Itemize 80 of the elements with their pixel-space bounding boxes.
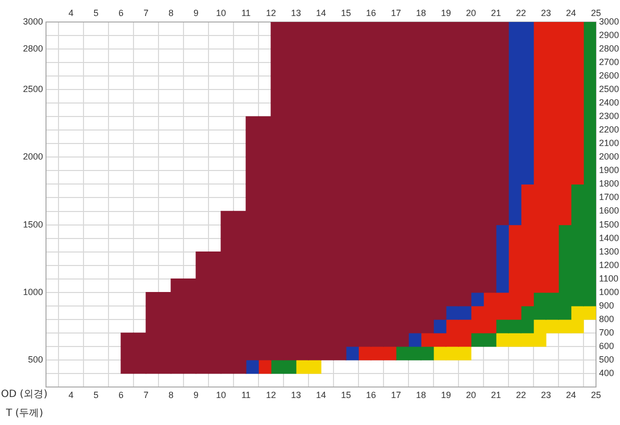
y2-tick-label: 1700 bbox=[599, 192, 620, 202]
x2-tick-label: 4 bbox=[68, 8, 74, 18]
y2-tick-label: 900 bbox=[599, 300, 614, 310]
y-tick-label: 1500 bbox=[22, 219, 43, 230]
x-tick-label: 18 bbox=[416, 390, 426, 400]
x-tick-label: 22 bbox=[516, 390, 526, 400]
y-tick-label: 2000 bbox=[22, 152, 43, 162]
y2-tick-label: 1100 bbox=[599, 273, 618, 284]
y2-tick-label: 2100 bbox=[599, 138, 620, 148]
x-tick-label: 20 bbox=[466, 390, 476, 400]
y2-tick-label: 2700 bbox=[599, 57, 620, 68]
y2-tick-label: 2000 bbox=[599, 152, 620, 162]
x2-tick-label: 13 bbox=[290, 8, 302, 18]
x-tick-label: 11 bbox=[241, 390, 251, 400]
y2-tick-label: 600 bbox=[599, 340, 614, 351]
x-tick-label: 7 bbox=[143, 390, 149, 400]
y2-tick-label: 1200 bbox=[599, 260, 620, 270]
x2-tick-label: 22 bbox=[516, 8, 526, 18]
y-tick-label: 500 bbox=[28, 354, 43, 364]
y2-tick-label: 500 bbox=[599, 354, 614, 364]
y2-tick-label: 1900 bbox=[599, 165, 620, 176]
x-tick-label: 14 bbox=[316, 390, 326, 400]
y2-tick-label: 3000 bbox=[599, 16, 620, 26]
x-tick-label: 15 bbox=[340, 390, 352, 400]
y-tick-label: 2800 bbox=[22, 44, 43, 54]
x2-tick-label: 7 bbox=[143, 8, 149, 18]
x2-tick-label: 18 bbox=[416, 8, 426, 18]
x-tick-label: 5 bbox=[93, 390, 99, 400]
y-tick-label: 1000 bbox=[22, 286, 43, 297]
x2-tick-label: 24 bbox=[566, 8, 576, 18]
y2-tick-label: 800 bbox=[599, 314, 614, 324]
y2-tick-label: 2400 bbox=[599, 98, 620, 108]
x2-tick-label: 20 bbox=[466, 8, 476, 18]
x2-tick-label: 12 bbox=[266, 8, 276, 18]
x-tick-label: 8 bbox=[168, 390, 174, 400]
y2-tick-label: 2900 bbox=[599, 30, 620, 40]
x2-tick-label: 8 bbox=[168, 8, 174, 18]
y2-tick-label: 1000 bbox=[599, 286, 620, 297]
x2-tick-label: 14 bbox=[316, 8, 326, 18]
x2-tick-label: 25 bbox=[590, 8, 602, 18]
y2-tick-label: 1400 bbox=[599, 232, 620, 243]
x2-tick-label: 16 bbox=[366, 8, 376, 18]
y2-tick-label: 2300 bbox=[599, 111, 620, 122]
x-axis-title: T (두께) bbox=[6, 408, 44, 419]
x-tick-label: 17 bbox=[390, 390, 402, 400]
x2-tick-label: 10 bbox=[216, 8, 226, 18]
x-tick-label: 19 bbox=[440, 390, 452, 400]
x-tick-label: 23 bbox=[540, 390, 552, 400]
x-tick-label: 25 bbox=[590, 390, 602, 400]
y-axis-title: OD (외경) bbox=[1, 389, 48, 400]
x2-tick-label: 15 bbox=[340, 8, 352, 18]
y2-tick-label: 2500 bbox=[599, 84, 620, 94]
y2-tick-label: 1500 bbox=[599, 219, 620, 230]
x-tick-label: 24 bbox=[566, 390, 576, 400]
y2-tick-label: 2200 bbox=[599, 124, 620, 135]
y-tick-label: 2500 bbox=[22, 84, 43, 94]
x2-tick-label: 9 bbox=[193, 8, 199, 18]
y2-tick-label: 2800 bbox=[599, 44, 620, 54]
x2-tick-label: 19 bbox=[440, 8, 452, 18]
x2-tick-label: 11 bbox=[241, 8, 251, 18]
x-tick-label: 4 bbox=[68, 390, 74, 400]
y2-tick-label: 1600 bbox=[599, 206, 620, 216]
x-tick-label: 16 bbox=[366, 390, 376, 400]
y2-tick-label: 1300 bbox=[599, 246, 620, 256]
x2-tick-label: 5 bbox=[93, 8, 99, 18]
x2-tick-label: 6 bbox=[118, 8, 124, 18]
x2-tick-label: 17 bbox=[390, 8, 402, 18]
y-tick-label: 3000 bbox=[22, 16, 43, 26]
y2-tick-label: 1800 bbox=[599, 178, 620, 189]
x-tick-label: 10 bbox=[216, 390, 226, 400]
y2-tick-label: 2600 bbox=[599, 70, 620, 81]
x-tick-label: 21 bbox=[490, 390, 502, 400]
x-tick-label: 13 bbox=[290, 390, 302, 400]
x2-tick-label: 23 bbox=[540, 8, 552, 18]
x2-tick-label: 21 bbox=[490, 8, 502, 18]
x-tick-label: 6 bbox=[118, 390, 124, 400]
x-tick-label: 12 bbox=[266, 390, 276, 400]
x-tick-label: 9 bbox=[193, 390, 199, 400]
y2-tick-label: 700 bbox=[599, 327, 614, 338]
y2-tick-label: 400 bbox=[599, 368, 614, 378]
